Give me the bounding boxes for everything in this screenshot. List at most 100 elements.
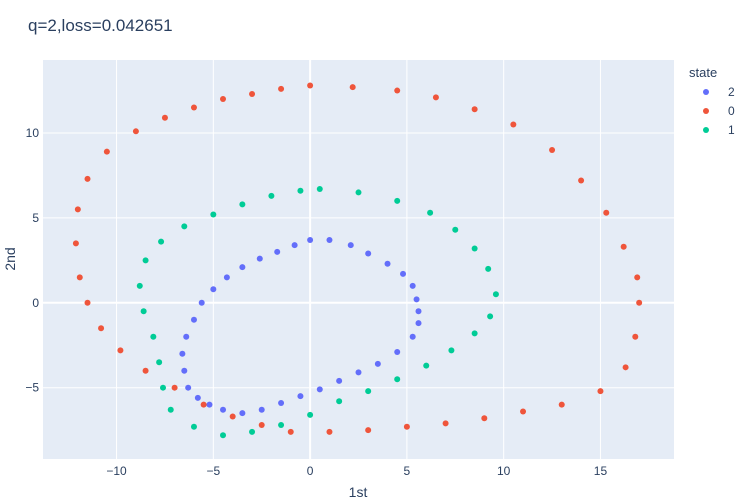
data-point-series-0: [471, 106, 478, 113]
data-points: [72, 82, 643, 439]
y-tick-labels: −5 0 5 10: [25, 126, 39, 395]
data-point-series-2: [239, 264, 246, 271]
data-point-series-1: [160, 384, 167, 391]
data-point-series-0: [442, 420, 449, 427]
y-axis-title: 2nd: [2, 247, 18, 270]
data-point-series-0: [142, 367, 149, 374]
data-point-series-1: [485, 265, 492, 272]
data-point-series-0: [287, 428, 294, 435]
data-point-series-2: [326, 236, 333, 243]
series-2: [179, 236, 422, 417]
data-point-series-0: [510, 121, 517, 128]
data-point-series-0: [578, 177, 585, 184]
x-tick-label: 10: [497, 464, 511, 478]
legend-marker-2: [703, 89, 709, 95]
legend-marker-0: [703, 108, 709, 114]
data-point-series-2: [347, 242, 354, 249]
data-point-series-0: [220, 96, 227, 103]
data-point-series-0: [117, 347, 124, 354]
data-point-series-0: [558, 401, 565, 408]
data-point-series-2: [409, 333, 416, 340]
data-point-series-0: [171, 384, 178, 391]
legend-label-2: 2: [728, 85, 735, 99]
data-point-series-1: [268, 192, 275, 199]
data-point-series-1: [394, 197, 401, 204]
x-tick-label: 15: [594, 464, 608, 478]
data-point-series-2: [194, 394, 201, 401]
data-point-series-1: [249, 428, 256, 435]
data-point-series-1: [427, 209, 434, 216]
y-tick-label: 10: [26, 126, 40, 140]
data-point-series-0: [229, 413, 236, 420]
data-point-series-0: [403, 423, 410, 430]
data-point-series-2: [409, 282, 416, 289]
data-point-series-2: [413, 296, 420, 303]
data-point-series-0: [258, 422, 265, 429]
data-point-series-2: [179, 350, 186, 357]
data-point-series-1: [471, 245, 478, 252]
data-point-series-0: [432, 94, 439, 101]
x-axis-title: 1st: [349, 484, 368, 500]
legend-title: state: [689, 65, 717, 80]
data-point-series-2: [297, 393, 304, 400]
x-tick-label: −5: [206, 464, 220, 478]
data-point-series-0: [103, 148, 110, 155]
data-point-series-2: [307, 236, 314, 243]
data-point-series-1: [190, 423, 197, 430]
data-point-series-2: [181, 367, 188, 374]
data-point-series-0: [190, 104, 197, 111]
legend-label-1: 1: [728, 123, 735, 137]
data-point-series-2: [384, 260, 391, 267]
data-point-series-0: [161, 114, 168, 121]
series-1: [136, 186, 499, 439]
data-point-series-1: [355, 189, 362, 196]
data-point-series-2: [274, 248, 281, 255]
data-point-series-1: [492, 291, 499, 298]
data-point-series-0: [249, 90, 256, 97]
data-point-series-2: [316, 386, 323, 393]
data-point-series-1: [156, 359, 163, 366]
data-point-series-0: [200, 401, 207, 408]
data-point-series-2: [278, 399, 285, 406]
data-point-series-1: [167, 406, 174, 413]
data-point-series-0: [622, 364, 629, 371]
legend-marker-1: [703, 127, 709, 133]
data-point-series-2: [365, 250, 372, 257]
legend-label-0: 0: [728, 104, 735, 118]
x-tick-label: 5: [404, 464, 411, 478]
data-point-series-0: [634, 274, 641, 281]
y-tick-label: 5: [32, 211, 39, 225]
data-point-series-0: [597, 388, 604, 395]
series-0: [72, 82, 643, 435]
data-point-series-0: [326, 428, 333, 435]
data-point-series-2: [400, 270, 407, 277]
chart-title: q=2,loss=0.042651: [28, 16, 173, 35]
data-point-series-2: [415, 320, 422, 327]
data-point-series-0: [603, 209, 610, 216]
data-point-series-0: [72, 240, 79, 247]
data-point-series-2: [256, 255, 263, 262]
data-point-series-1: [423, 362, 430, 369]
data-point-series-0: [98, 325, 105, 332]
data-point-series-0: [84, 299, 91, 306]
data-point-series-2: [210, 286, 217, 293]
data-point-series-0: [636, 299, 643, 306]
data-point-series-1: [452, 226, 459, 233]
data-point-series-1: [297, 187, 304, 194]
data-point-series-1: [210, 211, 217, 218]
legend: state 2 0 1: [689, 65, 735, 137]
data-point-series-0: [74, 206, 81, 213]
x-tick-labels: −10 −5 0 5 10 15: [106, 464, 607, 478]
data-point-series-1: [142, 257, 149, 264]
data-point-series-2: [355, 369, 362, 376]
data-point-series-2: [258, 406, 265, 413]
data-point-series-1: [239, 201, 246, 208]
data-point-series-2: [374, 360, 381, 367]
data-point-series-0: [132, 128, 139, 135]
data-point-series-2: [336, 377, 343, 384]
data-point-series-1: [307, 411, 314, 418]
data-point-series-1: [278, 422, 285, 429]
zero-lines: [43, 60, 674, 459]
data-point-series-0: [520, 408, 527, 415]
